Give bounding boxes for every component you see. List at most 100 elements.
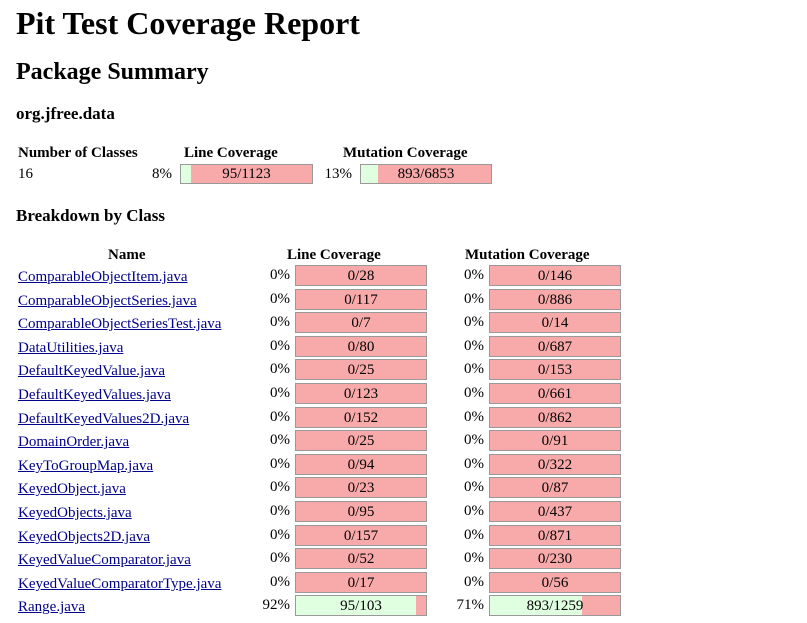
mutation-coverage-percent: 0% — [464, 267, 484, 283]
mutation-coverage-percent: 0% — [464, 479, 484, 495]
class-link[interactable]: DefaultKeyedValues.java — [18, 387, 171, 403]
mutation-coverage-percent: 0% — [464, 338, 484, 354]
line-coverage-bar-text: 0/117 — [344, 292, 378, 308]
line-coverage-bar-text: 0/25 — [347, 433, 375, 449]
summary-classes-count: 16 — [18, 166, 33, 182]
line-coverage-percent: 0% — [270, 550, 290, 566]
line-coverage-bar-text: 0/95 — [347, 504, 375, 520]
class-link[interactable]: KeyedObjects2D.java — [18, 529, 151, 545]
mutation-coverage-bar-text: 0/153 — [537, 362, 573, 378]
class-link[interactable]: KeyedObject.java — [18, 481, 126, 497]
line-coverage-bar: 0/52 — [295, 548, 427, 569]
line-coverage-bar: 0/7 — [295, 312, 427, 333]
mutation-coverage-percent: 0% — [464, 456, 484, 472]
class-link[interactable]: ComparableObjectSeriesTest.java — [18, 316, 222, 332]
package-summary-heading: Package Summary — [16, 59, 209, 85]
line-coverage-percent: 0% — [270, 456, 290, 472]
line-coverage-bar: 0/25 — [295, 430, 427, 451]
line-coverage-bar-text: 0/23 — [347, 480, 375, 496]
mutation-coverage-bar: 0/661 — [489, 383, 621, 404]
mutation-coverage-bar-text: 0/91 — [541, 433, 569, 449]
line-coverage-bar: 0/117 — [295, 289, 427, 310]
mutation-coverage-percent: 0% — [464, 409, 484, 425]
class-link[interactable]: DefaultKeyedValue.java — [18, 363, 166, 379]
line-coverage-bar: 0/123 — [295, 383, 427, 404]
mutation-coverage-percent: 0% — [464, 361, 484, 377]
mutation-coverage-bar-text: 0/322 — [537, 457, 573, 473]
summary-header-line: Line Coverage — [184, 145, 278, 161]
mutation-coverage-bar-text: 0/886 — [537, 292, 573, 308]
mutation-coverage-bar-text: 0/687 — [537, 339, 573, 355]
line-coverage-percent: 0% — [270, 409, 290, 425]
breakdown-header-name: Name — [108, 247, 146, 263]
mutation-coverage-bar-text: 0/661 — [537, 386, 573, 402]
line-coverage-percent: 0% — [270, 338, 290, 354]
summary-line-bar: 95/1123 — [180, 164, 313, 184]
breakdown-heading: Breakdown by Class — [16, 206, 165, 225]
line-coverage-bar-text: 95/103 — [340, 598, 382, 614]
line-coverage-bar: 95/103 — [295, 595, 427, 616]
line-coverage-bar: 0/25 — [295, 359, 427, 380]
mutation-coverage-bar: 893/1259 — [489, 595, 621, 616]
class-link[interactable]: ComparableObjectSeries.java — [18, 293, 197, 309]
class-link[interactable]: KeyedValueComparator.java — [18, 552, 191, 568]
mutation-coverage-bar: 0/862 — [489, 407, 621, 428]
class-link[interactable]: Range.java — [18, 599, 86, 615]
line-coverage-bar-text: 0/123 — [343, 386, 379, 402]
line-coverage-bar: 0/23 — [295, 477, 427, 498]
line-coverage-percent: 0% — [270, 267, 290, 283]
mutation-coverage-bar-text: 0/437 — [537, 504, 573, 520]
line-coverage-bar: 0/17 — [295, 572, 427, 593]
summary-mutation-bar: 893/6853 — [360, 164, 492, 184]
class-link[interactable]: KeyToGroupMap.java — [18, 458, 154, 474]
mutation-coverage-bar: 0/91 — [489, 430, 621, 451]
mutation-coverage-bar: 0/146 — [489, 265, 621, 286]
line-coverage-bar-text: 0/7 — [351, 315, 371, 331]
mutation-coverage-bar-text: 0/14 — [541, 315, 569, 331]
summary-line-percent: 8% — [152, 166, 172, 182]
mutation-coverage-bar-text: 0/871 — [537, 528, 573, 544]
page-title: Pit Test Coverage Report — [16, 5, 360, 41]
class-link[interactable]: KeyedObjects.java — [18, 505, 132, 521]
line-coverage-percent: 0% — [270, 432, 290, 448]
summary-header-classes: Number of Classes — [18, 145, 138, 161]
mutation-coverage-bar: 0/687 — [489, 336, 621, 357]
class-link[interactable]: DomainOrder.java — [18, 434, 130, 450]
mutation-coverage-percent: 0% — [464, 574, 484, 590]
class-link[interactable]: DataUtilities.java — [18, 340, 124, 356]
line-coverage-bar: 0/157 — [295, 525, 427, 546]
mutation-coverage-percent: 0% — [464, 432, 484, 448]
line-coverage-bar-text: 0/52 — [347, 551, 375, 567]
mutation-coverage-bar-text: 893/1259 — [526, 598, 584, 614]
mutation-coverage-bar-text: 0/862 — [537, 410, 573, 426]
mutation-coverage-bar: 0/886 — [489, 289, 621, 310]
line-coverage-bar-text: 0/28 — [347, 268, 375, 284]
summary-line-bar-fill — [181, 165, 192, 183]
breakdown-header-mutation: Mutation Coverage — [465, 247, 590, 263]
line-coverage-bar: 0/152 — [295, 407, 427, 428]
mutation-coverage-bar-fill — [490, 596, 583, 615]
package-name: org.jfree.data — [16, 104, 115, 123]
mutation-coverage-bar-text: 0/146 — [537, 268, 573, 284]
line-coverage-percent: 0% — [270, 361, 290, 377]
mutation-coverage-percent: 0% — [464, 291, 484, 307]
class-link[interactable]: KeyedValueComparatorType.java — [18, 576, 222, 592]
mutation-coverage-bar: 0/437 — [489, 501, 621, 522]
line-coverage-bar: 0/80 — [295, 336, 427, 357]
line-coverage-percent: 0% — [270, 385, 290, 401]
mutation-coverage-bar: 0/871 — [489, 525, 621, 546]
line-coverage-percent: 0% — [270, 503, 290, 519]
mutation-coverage-bar: 0/322 — [489, 454, 621, 475]
mutation-coverage-percent: 0% — [464, 385, 484, 401]
class-link[interactable]: ComparableObjectItem.java — [18, 269, 188, 285]
class-link[interactable]: DefaultKeyedValues2D.java — [18, 411, 190, 427]
summary-mutation-bar-text: 893/6853 — [397, 166, 455, 182]
line-coverage-bar: 0/28 — [295, 265, 427, 286]
mutation-coverage-percent: 0% — [464, 503, 484, 519]
line-coverage-bar-text: 0/94 — [347, 457, 375, 473]
mutation-coverage-percent: 0% — [464, 550, 484, 566]
line-coverage-percent: 0% — [270, 574, 290, 590]
mutation-coverage-bar-text: 0/87 — [541, 480, 569, 496]
line-coverage-bar-text: 0/157 — [343, 528, 379, 544]
line-coverage-percent: 0% — [270, 479, 290, 495]
